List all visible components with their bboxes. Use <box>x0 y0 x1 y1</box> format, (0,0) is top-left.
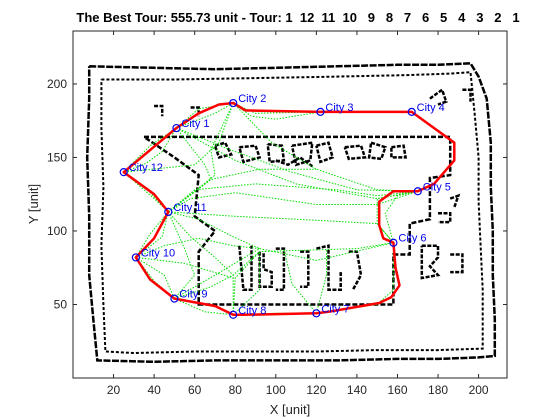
city-label: City 6 <box>398 233 426 245</box>
map-obstacle <box>450 253 464 274</box>
x-tick-label: 120 <box>306 383 326 397</box>
y-tick-label: 100 <box>47 224 67 238</box>
x-tick-label: 40 <box>147 383 161 397</box>
x-tick-label: 160 <box>387 383 407 397</box>
city-label: City 5 <box>423 181 451 193</box>
x-tick-label: 60 <box>188 383 202 397</box>
candidate-path <box>232 102 321 114</box>
chart-title: The Best Tour: 555.73 unit - Tour: 1 12 … <box>76 10 519 25</box>
map-obstacle <box>462 88 472 102</box>
city-label: City 9 <box>179 289 207 301</box>
city-marker <box>229 310 238 319</box>
map-obstacle <box>213 141 234 159</box>
candidate-path <box>232 242 394 315</box>
plot-area: City 1 City 2 City 3 City 4 City 5 City 6 City… <box>72 30 508 379</box>
candidate-path <box>135 256 175 299</box>
map-obstacle <box>449 193 461 208</box>
x-axis-label: X [unit] <box>270 402 310 417</box>
city-label: City 11 <box>173 202 206 214</box>
map-obstacle <box>238 245 253 292</box>
candidate-paths <box>123 102 418 316</box>
candidate-path <box>167 183 418 213</box>
map-obstacle <box>316 244 342 292</box>
map-border-outer <box>85 62 497 364</box>
map-obstacle <box>315 141 335 164</box>
city-marker <box>407 107 416 116</box>
candidate-path <box>167 127 212 213</box>
city-marker <box>389 238 398 247</box>
map-obstacle <box>275 247 286 292</box>
map-obstacle <box>438 212 452 224</box>
city-label: City 4 <box>417 102 445 114</box>
city-label: City 3 <box>325 102 353 114</box>
x-tick-label: 80 <box>229 383 243 397</box>
candidate-path <box>174 251 260 300</box>
city-label: City 10 <box>141 247 175 259</box>
city-marker <box>316 107 325 116</box>
city-label: City 12 <box>129 162 163 174</box>
city-label: City 7 <box>321 303 349 315</box>
x-tick-label: 100 <box>266 383 286 397</box>
y-tick-label: 150 <box>47 150 67 164</box>
candidate-path <box>168 190 418 213</box>
map-obstacle <box>275 155 314 168</box>
best-tour-path <box>122 101 456 317</box>
candidate-path <box>174 248 260 300</box>
y-axis-label: Y [unit] <box>26 184 41 224</box>
axis-ticks: 20 40 60 80 100 120 140 160 180 200 50 100 150 200 <box>47 31 507 397</box>
city-marker <box>164 207 173 216</box>
candidate-path <box>167 168 317 213</box>
candidate-path <box>176 102 234 129</box>
candidate-path <box>315 248 327 314</box>
best-tour-layer <box>122 101 456 317</box>
axes-box <box>72 30 508 379</box>
city-marker <box>170 294 179 303</box>
city-marker <box>229 98 238 108</box>
city-markers: City 1 City 2 City 3 City 4 City 5 City 6 City… <box>119 93 451 319</box>
map-obstacle <box>348 250 363 291</box>
city-marker <box>413 187 422 196</box>
x-tick-label: 20 <box>107 383 121 397</box>
candidate-path <box>135 211 169 258</box>
x-tick-label: 200 <box>469 383 489 397</box>
map-obstacle <box>154 104 164 117</box>
city-label: City 2 <box>238 93 266 105</box>
city-marker <box>312 309 321 318</box>
city-marker <box>172 123 181 133</box>
city-marker <box>119 168 128 177</box>
map-border-inner <box>100 71 484 355</box>
map-layer <box>85 62 497 364</box>
map-obstacle <box>343 144 367 161</box>
candidate-path <box>176 127 418 200</box>
y-tick-label: 200 <box>47 77 67 91</box>
candidate-path <box>135 256 234 279</box>
candidate-path <box>376 190 418 244</box>
candidate-path <box>384 190 418 243</box>
city-label: City 1 <box>181 118 209 130</box>
y-tick-label: 50 <box>54 297 68 311</box>
x-tick-label: 140 <box>347 383 367 397</box>
map-obstacle <box>429 87 448 106</box>
candidate-path <box>232 251 261 316</box>
city-label: City 8 <box>238 305 266 317</box>
candidate-path <box>283 248 317 314</box>
map-obstacle <box>367 141 387 161</box>
map-obstacle <box>238 144 262 164</box>
candidate-path <box>232 102 418 192</box>
map-obstacle <box>290 141 314 167</box>
candidate-path <box>123 102 234 173</box>
candidate-path <box>174 298 234 316</box>
candidate-path <box>167 211 234 315</box>
map-obstacle <box>266 142 286 164</box>
x-tick-label: 180 <box>428 383 448 397</box>
candidate-path <box>167 211 196 299</box>
candidate-path <box>168 211 394 261</box>
map-obstacle <box>420 244 441 280</box>
candidate-path <box>232 102 321 120</box>
map-obstacle <box>300 250 310 289</box>
city-marker <box>131 253 140 262</box>
map-obstacle <box>390 144 408 159</box>
